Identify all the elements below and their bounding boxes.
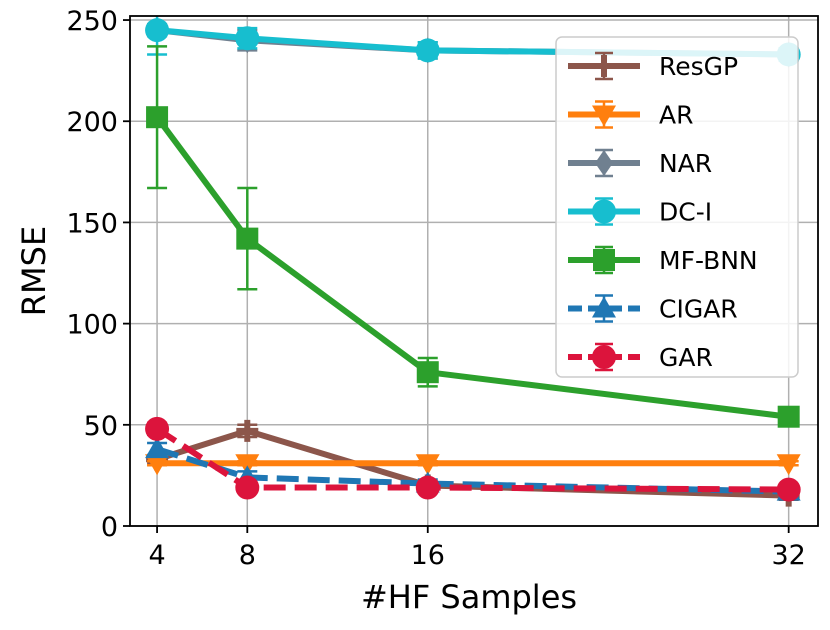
data-point-marker xyxy=(592,199,616,224)
data-point-marker xyxy=(592,296,616,318)
legend-label: CIGAR xyxy=(659,295,738,324)
legend-label: MF-BNN xyxy=(659,246,758,275)
legend-box xyxy=(555,36,799,378)
x-tick-label: 16 xyxy=(411,540,445,571)
data-point-marker xyxy=(415,475,440,500)
legend-entry: GAR xyxy=(568,342,713,372)
series-line xyxy=(155,426,789,493)
data-point-marker xyxy=(595,150,613,176)
legend-label: DC-I xyxy=(659,198,712,227)
data-point-marker xyxy=(776,454,801,476)
y-tick-label: 200 xyxy=(66,107,118,138)
y-tick-label: 150 xyxy=(66,208,118,239)
data-point-marker xyxy=(592,105,616,127)
legend-entry: CIGAR xyxy=(568,294,738,324)
legend-entry: AR xyxy=(568,100,693,130)
data-point-marker xyxy=(415,38,440,63)
data-point-marker xyxy=(592,345,616,369)
data-point-marker xyxy=(145,416,170,441)
data-point-marker xyxy=(235,26,260,51)
data-point-marker xyxy=(235,475,260,500)
data-point-marker xyxy=(145,437,170,459)
y-tick-label: 50 xyxy=(84,411,118,442)
series-gar xyxy=(145,416,801,502)
legend-label: AR xyxy=(659,101,693,130)
data-point-marker xyxy=(777,405,800,428)
series-line xyxy=(154,115,790,420)
x-tick-label: 8 xyxy=(239,540,256,571)
data-point-marker xyxy=(146,106,169,129)
data-point-marker xyxy=(416,361,439,384)
x-axis-title: #HF Samples xyxy=(361,578,577,616)
data-point-marker xyxy=(415,454,440,476)
legend-entry: NAR xyxy=(568,148,712,178)
y-tick-label: 250 xyxy=(66,6,118,37)
y-axis-title: RMSE xyxy=(15,226,53,316)
data-point-marker xyxy=(235,454,260,476)
y-tick-label: 100 xyxy=(66,310,118,341)
data-point-marker xyxy=(145,454,170,476)
legend-entry: MF-BNN xyxy=(568,245,758,275)
series-mf-bnn xyxy=(146,45,800,428)
legend-label: NAR xyxy=(659,149,712,178)
legend-label: ResGP xyxy=(659,52,738,81)
data-point-marker xyxy=(593,55,615,77)
legend-entry: DC-I xyxy=(568,197,712,227)
x-tick-label: 32 xyxy=(771,540,805,571)
data-point-marker xyxy=(145,18,170,43)
x-tick-label: 4 xyxy=(148,540,165,571)
legend: ResGP AR NAR DC-I MF-BNN CIGAR GAR xyxy=(555,36,799,378)
legend-label: GAR xyxy=(659,343,713,372)
plot-area xyxy=(145,16,801,507)
plot-frame xyxy=(129,15,819,527)
data-point-marker xyxy=(236,227,259,250)
data-point-marker xyxy=(776,477,801,502)
data-point-marker xyxy=(236,419,259,442)
y-tick-label: 0 xyxy=(101,512,118,543)
data-point-marker xyxy=(593,249,615,271)
legend-entry: ResGP xyxy=(568,51,738,81)
